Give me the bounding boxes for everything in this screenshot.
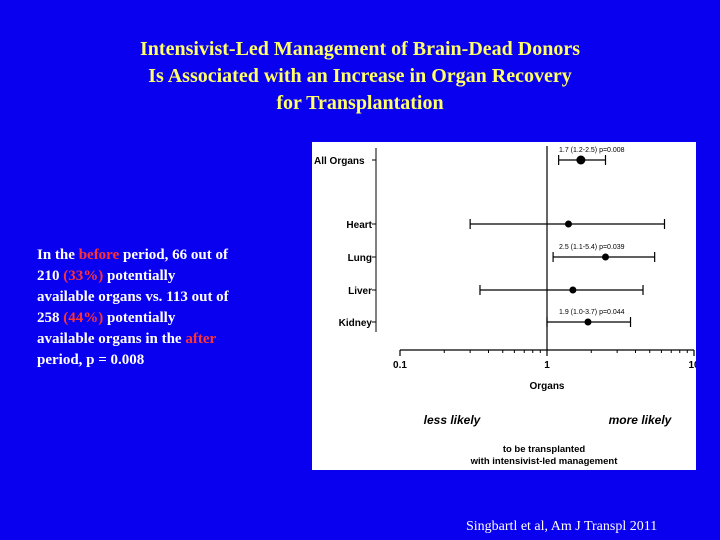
point-estimate [564,220,572,228]
point-estimate [569,286,577,294]
row-label: Liver [348,286,372,297]
slide-title: Intensivist-Led Management of Brain-Dead… [0,36,720,117]
row-annotation: 1.9 (1.0-3.7) p=0.044 [559,309,625,316]
highlight-after: after [185,331,217,347]
less-likely-label: less likely [424,413,482,427]
text-fragment: period, 66 out of [119,247,228,263]
summary-line-6: period, p = 0.008 [37,352,145,368]
title-line-1: Intensivist-Led Management of Brain-Dead… [140,38,580,60]
text-fragment: In the [37,247,79,263]
summary-text: In the before period, 66 out of 210 (33%… [37,245,282,371]
row-label: Heart [346,220,372,231]
caption-line: with intensivist-led management [470,456,619,467]
text-fragment: 210 [37,268,64,284]
row-annotation: 2.5 (1.1-5.4) p=0.039 [559,244,625,251]
row-label: All Organs [314,156,365,167]
row-label: Lung [348,253,372,264]
summary-line-2: 210 (33%) potentially [37,266,282,287]
x-axis-label: Organs [529,381,564,392]
forest-plot-panel: 0.1 1 10 All Organs 1.7 (1.2-2.5) p=0.008 Hea… [312,142,696,470]
point-estimate [576,155,586,165]
title-line-3: for Transplantation [276,92,444,114]
text-fragment: available organs in the [37,331,186,347]
title-line-2: Is Associated with an Increase in Organ … [148,65,572,87]
more-likely-label: more likely [609,413,673,427]
citation: Singbartl et al, Am J Transpl 2011 [466,519,658,534]
summary-line-5: available organs in the after [37,329,282,350]
highlight-before-pct: (33%) [63,268,104,284]
summary-line-4: 258 (44%) potentially [37,308,282,329]
row-label: Kidney [339,318,373,329]
forest-plot: 0.1 1 10 All Organs 1.7 (1.2-2.5) p=0.008 Hea… [314,146,696,467]
point-estimate [601,253,609,261]
text-fragment: potentially [103,268,176,284]
x-tick-label: 10 [688,360,696,371]
point-estimate [584,318,592,326]
text-fragment: potentially [103,310,176,326]
summary-line-1: In the before period, 66 out of [37,245,282,266]
x-tick-label: 0.1 [393,360,407,371]
caption-line: to be transplanted [503,444,586,455]
highlight-before: before [78,247,120,263]
x-tick-label: 1 [544,360,550,371]
summary-line-3: available organs vs. 113 out of [37,289,229,305]
text-fragment: 258 [37,310,64,326]
highlight-after-pct: (44%) [63,310,104,326]
row-annotation: 1.7 (1.2-2.5) p=0.008 [559,147,625,154]
